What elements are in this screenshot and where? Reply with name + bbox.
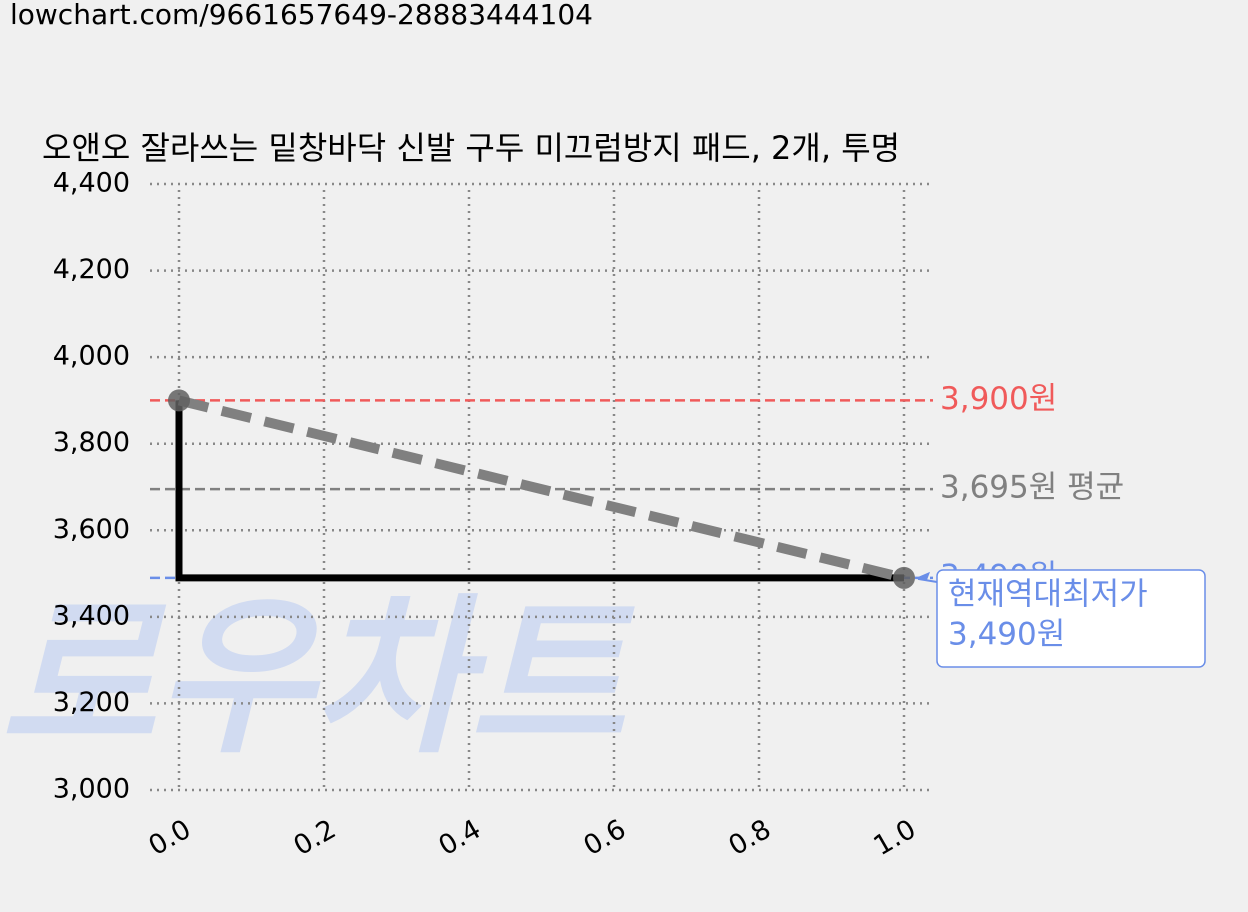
y-tick-label: 4,000 [53,341,130,372]
annotation-text: 3,490원 [948,617,1065,653]
reference-label: 3,900원 [940,381,1057,417]
url: lowchart.com/9661657649-28883444104 [10,0,593,31]
y-tick-label: 4,200 [53,254,130,285]
annotation-box [936,569,1206,668]
y-tick-label: 3,000 [53,774,130,805]
annotation-arrowhead [916,571,930,580]
y-tick-label: 3,600 [53,514,130,545]
point-marker [893,566,915,589]
point-marker [168,389,190,412]
y-tick-label: 3,200 [53,687,130,718]
annotation-text: 현재역대최저가 [948,577,1148,613]
y-tick-label: 4,400 [53,168,130,199]
series-line [177,395,906,583]
reference-label: 3,695원 평균 [940,470,1124,506]
series-line [175,400,904,582]
y-tick-label: 3,400 [53,600,130,631]
annotation-arrow [917,577,938,583]
watermark: 로우차트 [0,579,635,777]
chart-title: 오앤오 잘라쓰는 밑창바닥 신발 구두 미끄럼방지 패드, 2개, 투명 [42,129,900,167]
y-tick-label: 3,800 [53,427,130,458]
